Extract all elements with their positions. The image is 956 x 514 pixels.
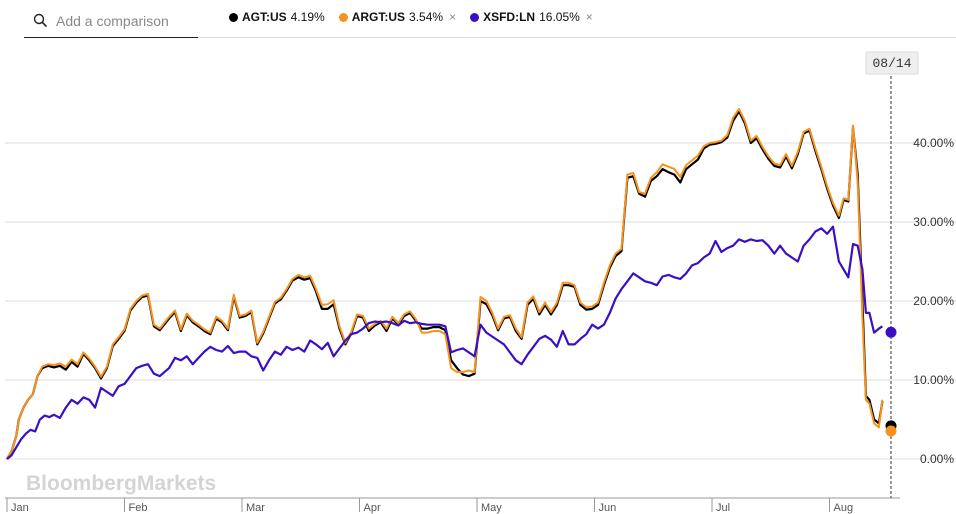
x-tick-label: Jan (11, 502, 29, 514)
y-tick-label: 40.00% (913, 136, 954, 150)
comparison-search[interactable] (24, 4, 198, 38)
y-tick-label: 10.00% (913, 373, 954, 387)
x-tick-label: Feb (129, 502, 148, 514)
end-markers (885, 326, 897, 437)
legend: AGT:US 4.19% ARGT:US 3.54% × XSFD:LN 16.… (229, 10, 607, 24)
x-tick-label: Jun (599, 502, 617, 514)
search-input[interactable] (52, 12, 196, 29)
legend-dot-xsfd (470, 12, 480, 22)
end-dot-xsfd-ln (885, 326, 897, 338)
series-line-xsfd-ln (6, 225, 884, 460)
x-tick-label: Jul (716, 502, 730, 514)
cursor-label: 08/14 (872, 56, 911, 71)
legend-value: 4.19% (290, 10, 325, 24)
remove-argt-button[interactable]: × (449, 10, 457, 24)
top-divider (198, 37, 956, 38)
cursor-label-box (865, 51, 919, 75)
remove-xsfd-button[interactable]: × (585, 10, 593, 24)
series-layer (6, 108, 884, 460)
y-tick-label: 0.00% (920, 452, 954, 466)
y-tick-label: 20.00% (913, 294, 954, 308)
series-line-argt-us (6, 108, 884, 460)
search-icon (33, 13, 47, 27)
x-tick-label: Apr (364, 502, 381, 514)
watermark: BloombergMarkets (26, 472, 216, 495)
top-bar: AGT:US 4.19% ARGT:US 3.54% × XSFD:LN 16.… (0, 0, 956, 38)
legend-dot-argt (338, 12, 348, 22)
end-dot-argt-us (885, 425, 897, 437)
y-tick-label: 30.00% (913, 215, 954, 229)
x-tick-label: May (481, 502, 502, 514)
x-axis: Jan Feb Mar Apr May Jun Jul Aug (5, 497, 900, 514)
y-axis: 0.00% 10.00% 20.00% 30.00% 40.00% (913, 136, 954, 466)
legend-item-agt: AGT:US 4.19% (229, 10, 325, 24)
legend-item-xsfd: XSFD:LN 16.05% × (470, 10, 593, 24)
legend-ticker: XSFD:LN (483, 10, 536, 24)
x-tick-label: Mar (246, 502, 265, 514)
legend-ticker: ARGT:US (351, 10, 406, 24)
legend-item-argt: ARGT:US 3.54% × (338, 10, 457, 24)
series-line-agt-us (6, 110, 884, 460)
legend-dot-agt (229, 12, 238, 22)
legend-ticker: AGT:US (242, 10, 287, 24)
x-tick-label: Aug (834, 502, 854, 514)
legend-value: 16.05% (539, 10, 580, 24)
legend-value: 3.54% (409, 10, 444, 24)
